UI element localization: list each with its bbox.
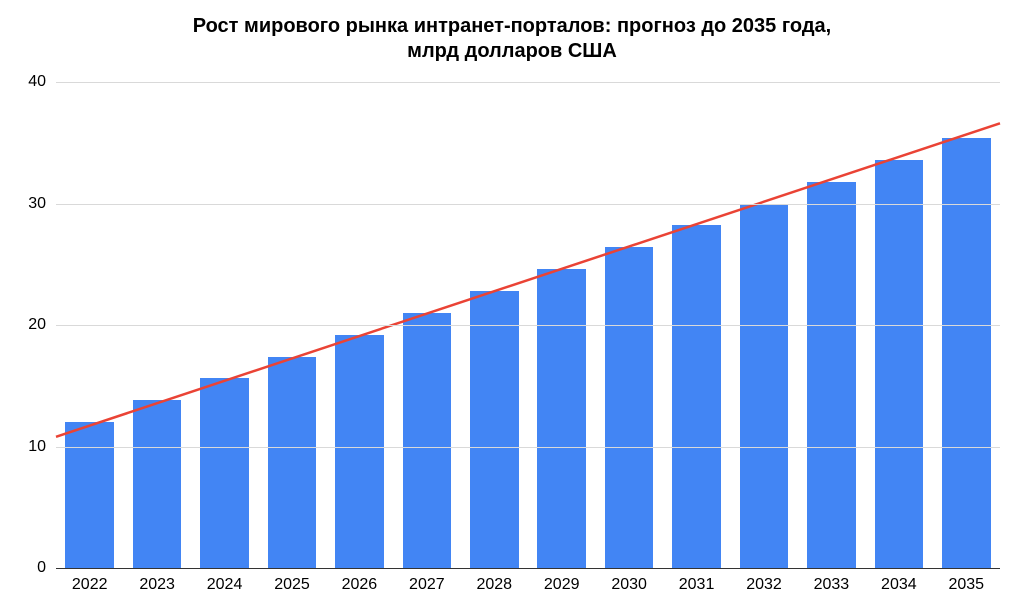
gridline: [56, 204, 1000, 205]
x-axis-tick-label: 2023: [123, 576, 190, 594]
x-axis-tick-label: 2029: [528, 576, 595, 594]
gridline: [56, 325, 1000, 326]
x-axis-tick-label: 2033: [798, 576, 865, 594]
x-axis-tick-label: 2034: [865, 576, 932, 594]
chart-title: Рост мирового рынка интранет-порталов: п…: [0, 14, 1024, 64]
plot-area: [56, 82, 1000, 568]
x-axis-tick-label: 2030: [595, 576, 662, 594]
y-axis-tick-label: 10: [0, 438, 46, 456]
y-axis-tick-label: 40: [0, 73, 46, 91]
gridline: [56, 82, 1000, 83]
x-axis-tick-label: 2026: [326, 576, 393, 594]
y-axis-tick-label: 30: [0, 195, 46, 213]
y-axis-tick-label: 20: [0, 316, 46, 334]
x-axis-tick-label: 2022: [56, 576, 123, 594]
chart-container: Рост мирового рынка интранет-порталов: п…: [0, 0, 1024, 613]
y-axis-tick-label: 0: [0, 559, 46, 577]
x-axis-tick-label: 2031: [663, 576, 730, 594]
x-axis-baseline: [56, 568, 1000, 569]
x-axis-tick-label: 2035: [933, 576, 1000, 594]
gridline: [56, 447, 1000, 448]
x-axis-tick-label: 2024: [191, 576, 258, 594]
x-axis-tick-label: 2027: [393, 576, 460, 594]
x-axis-tick-label: 2032: [730, 576, 797, 594]
x-axis-tick-label: 2028: [461, 576, 528, 594]
trendline: [56, 123, 1000, 436]
x-axis-tick-label: 2025: [258, 576, 325, 594]
